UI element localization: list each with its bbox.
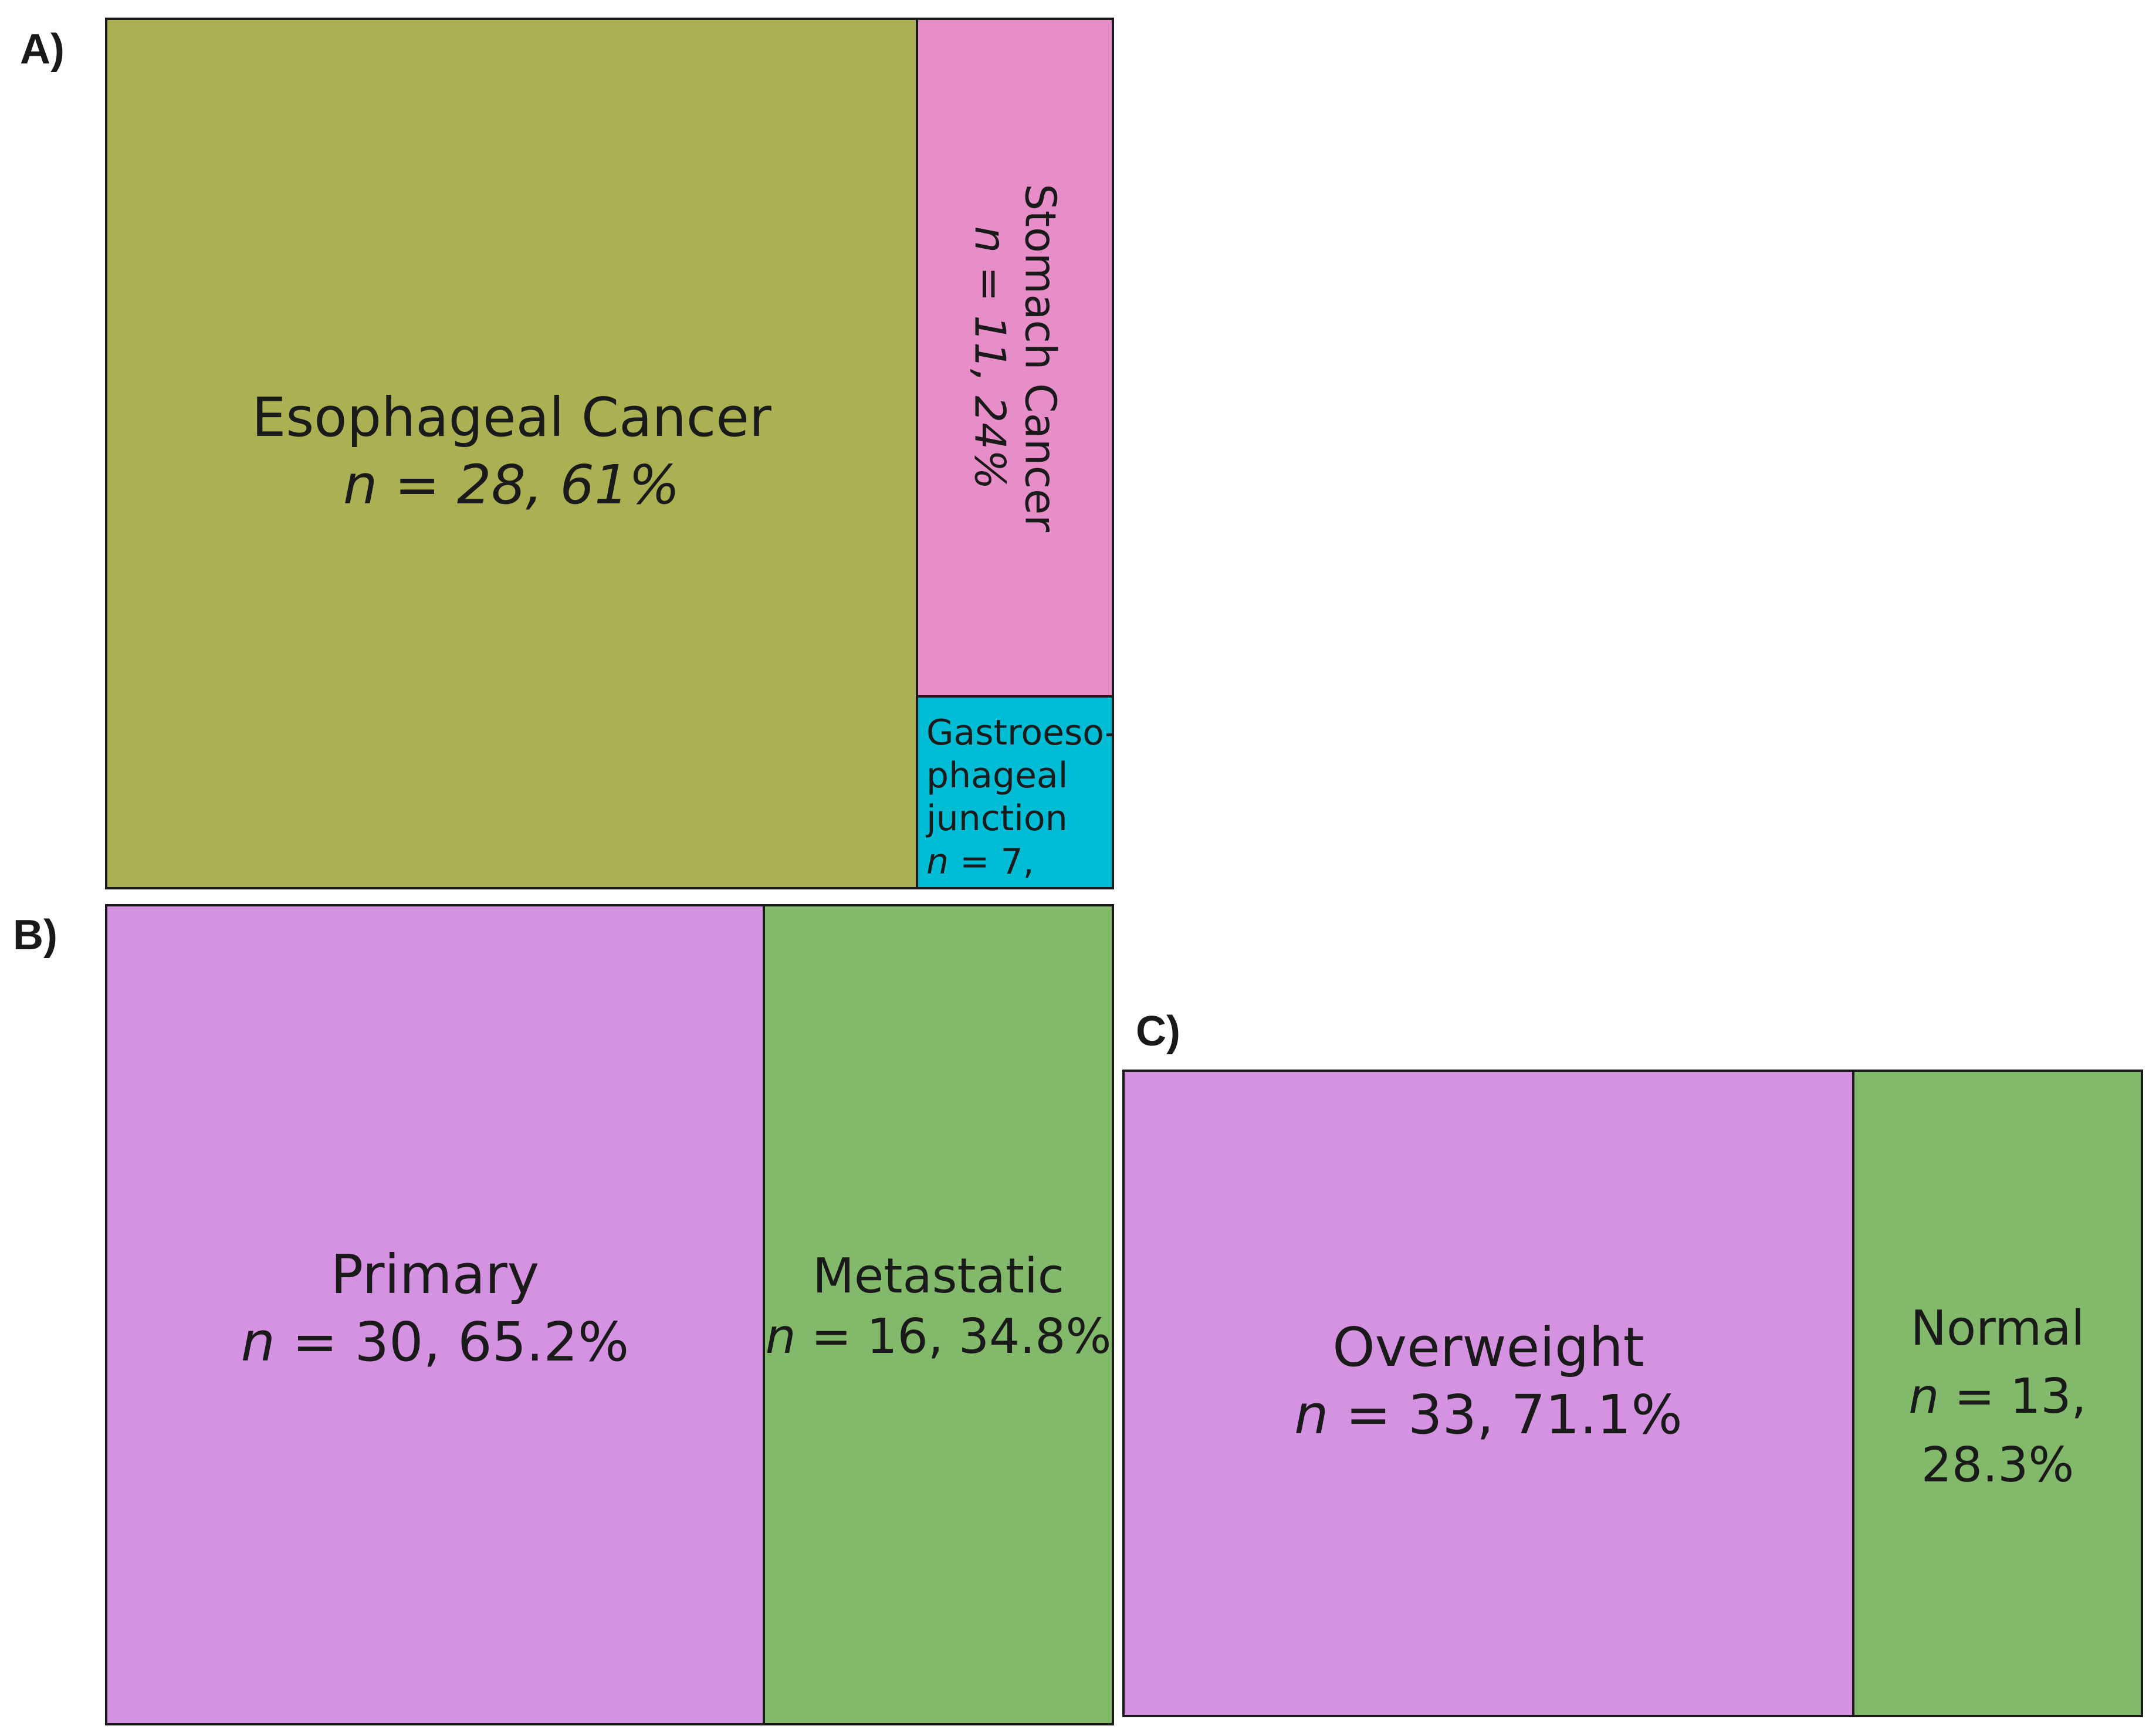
cell-stat-value: = 7, 15% [926,841,1034,887]
cell-label: Primary n = 30, 65.2% [107,1241,763,1376]
panel-b-letter: B) [13,912,57,959]
cell-name-line-3: junction [926,798,1068,840]
cell-stat-value: = 13, [1939,1369,2087,1425]
cell-stat-n: n [965,225,1014,253]
cell-stat: n = 30, 65.2% [107,1308,763,1376]
treemap-cell-stomach-cancer: Stomach Cancer n = 11, 24% [916,18,1114,698]
cell-label: Normal n = 13, 28.3% [1854,1295,2141,1500]
cell-stat-value: = 30, 65.2% [275,1311,629,1373]
cell-stat: n = 7, 15% [926,841,1112,887]
cell-stat-n: n [765,1308,796,1365]
cell-name: Esophageal Cancer [252,386,771,449]
cell-stat: n = 33, 71.1% [1125,1381,1852,1449]
treemap-cell-esophageal-cancer: Esophageal Cancer n = 28, 61% [105,18,918,889]
cell-name: Primary [330,1243,540,1306]
cell-stat-value: = 33, 71.1% [1328,1383,1683,1446]
cell-stat-n: n [1294,1383,1329,1446]
cell-name-line-2: phageal [926,755,1068,797]
cell-stat-percent: 28.3% [1921,1437,2074,1493]
cell-stat: n = 11, 24% [964,184,1015,532]
cell-stat-value: = 28, 61% [377,454,680,516]
cell-stat-n: n [241,1311,275,1373]
cell-stat: n = 28, 61% [107,451,916,519]
treemap-cell-gastroesophageal-junction: Gastroeso- phageal junction n = 7, 15% [916,695,1114,889]
panel-a-letter: A) [20,26,65,73]
cell-stat-value: = 16, 34.8% [796,1308,1112,1365]
cell-label: Overweight n = 33, 71.1% [1125,1314,1852,1449]
cell-stat-n: n [343,454,378,516]
cell-label: Metastatic n = 16, 34.8% [765,1247,1112,1367]
cell-stat: n = 16, 34.8% [765,1307,1112,1368]
cell-label-rotated: Stomach Cancer n = 11, 24% [964,184,1066,532]
cell-name: Overweight [1332,1316,1644,1379]
cell-stat: n = 13, [1854,1363,2141,1431]
cell-stat-n: n [926,841,949,882]
treemap-cell-overweight: Overweight n = 33, 71.1% [1122,1070,1854,1717]
treemap-cell-metastatic: Metastatic n = 16, 34.8% [763,904,1114,1725]
cell-label: Esophageal Cancer n = 28, 61% [107,384,916,519]
treemap-cell-primary: Primary n = 30, 65.2% [105,904,765,1725]
cell-stat-value: = 11, 24% [965,252,1014,490]
cell-stat-n: n [1908,1369,1940,1425]
cell-label: Gastroeso- phageal junction n = 7, 15% [926,712,1114,887]
panel-c-letter: C) [1136,1008,1180,1055]
cell-name: Normal [1910,1301,2085,1356]
cell-name-line-1: Gastroeso- [926,712,1114,753]
cell-name: Stomach Cancer [1016,183,1065,532]
treemap-cell-normal: Normal n = 13, 28.3% [1852,1070,2143,1717]
cell-name: Metastatic [813,1248,1064,1304]
